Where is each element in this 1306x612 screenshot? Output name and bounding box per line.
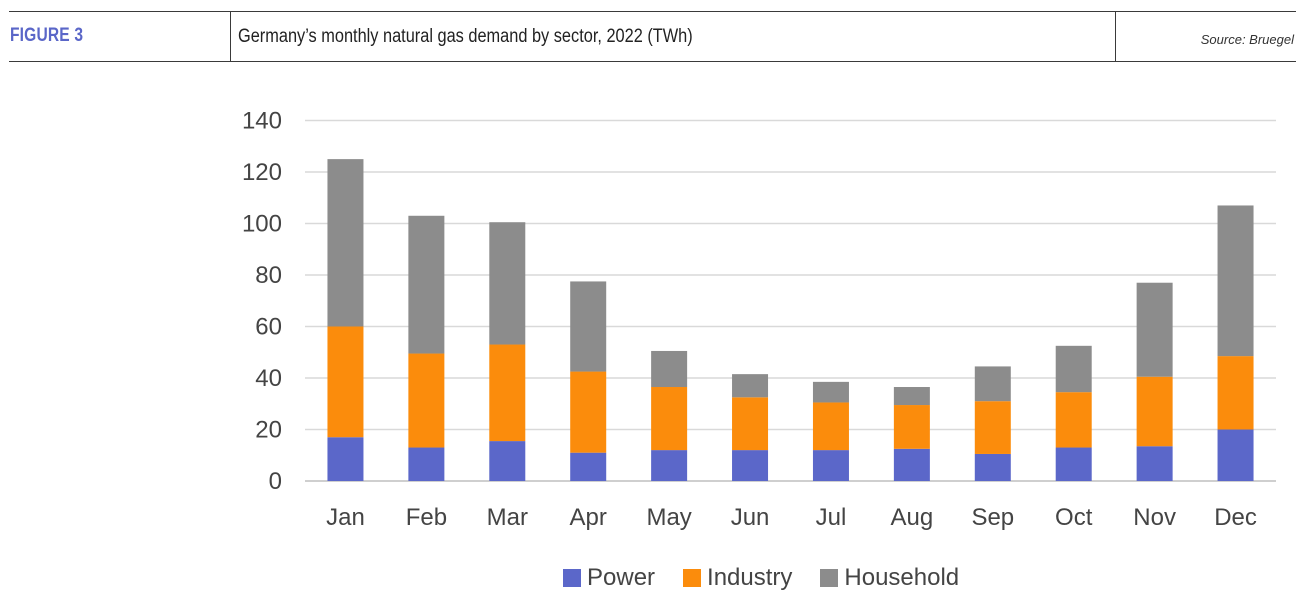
- bar-power: [1217, 429, 1254, 481]
- legend-item-power: Power: [563, 564, 655, 592]
- bar-industry: [1217, 356, 1254, 430]
- bar-household: [732, 374, 769, 398]
- figure-label: FIGURE 3: [10, 25, 84, 46]
- x-tick-label: Dec: [1214, 504, 1257, 531]
- legend-item-household: Household: [820, 564, 959, 592]
- bar-household: [1055, 345, 1092, 393]
- bar-household: [974, 366, 1011, 402]
- bar-power: [732, 450, 769, 481]
- bar-household: [489, 222, 526, 345]
- bar-power: [651, 450, 688, 481]
- bar-industry: [327, 326, 364, 438]
- header-bottom-rule: [9, 61, 1296, 62]
- legend-swatch-household: [820, 569, 839, 587]
- x-tick-label: Jan: [326, 504, 365, 531]
- y-tick-label: 40: [255, 365, 282, 392]
- bar-power: [408, 447, 445, 481]
- legend-label-industry: Industry: [707, 564, 793, 591]
- header-divider: [230, 11, 231, 61]
- bar-industry: [893, 405, 930, 449]
- y-tick-label: 0: [269, 468, 282, 495]
- bar-industry: [812, 402, 849, 451]
- legend-swatch-power: [563, 569, 581, 587]
- stacked-bar-chart: 0 20 40 60 80 100 120 140 Jan Feb Mar Apr May Jun Jul A…: [242, 108, 1276, 531]
- bar-household: [812, 381, 849, 403]
- x-tick-label: Oct: [1055, 504, 1093, 531]
- bar-power: [893, 448, 930, 481]
- x-tick-label: Jun: [731, 504, 770, 531]
- bar-household: [1136, 282, 1173, 377]
- bar-industry: [1055, 392, 1092, 448]
- bar-power: [974, 453, 1011, 481]
- y-tick-label: 120: [242, 159, 282, 186]
- bar-power: [1136, 446, 1173, 481]
- bar-power: [570, 452, 607, 481]
- y-tick-label: 140: [242, 108, 282, 135]
- bar-industry: [732, 397, 769, 451]
- source-note: Source: Bruegel: [1200, 32, 1294, 47]
- legend-label-household: Household: [844, 564, 960, 591]
- bar-power: [812, 450, 849, 481]
- bar-household: [570, 281, 607, 372]
- x-tick-label: Nov: [1133, 504, 1176, 531]
- x-tick-label: Feb: [406, 504, 447, 531]
- x-tick-label: Sep: [971, 504, 1014, 531]
- bar-household: [1217, 205, 1254, 357]
- bar-industry: [974, 401, 1011, 454]
- bar-industry: [570, 371, 607, 453]
- legend: Power Industry Household: [563, 564, 987, 592]
- x-tick-label: Jul: [816, 504, 847, 531]
- x-tick-label: Aug: [891, 504, 934, 531]
- legend-swatch-industry: [683, 569, 702, 587]
- y-tick-label: 80: [255, 262, 282, 289]
- chart-title: Germany’s monthly natural gas demand by …: [238, 26, 693, 47]
- bar-household: [327, 159, 364, 327]
- bar-industry: [651, 387, 688, 451]
- legend-item-industry: Industry: [683, 564, 792, 592]
- header-top-rule: [9, 11, 1296, 12]
- y-tick-label: 100: [242, 211, 282, 238]
- legend-label-power: Power: [587, 564, 656, 591]
- bar-power: [327, 437, 364, 481]
- bar-industry: [489, 344, 526, 442]
- bar-power: [489, 441, 526, 481]
- y-tick-label: 20: [255, 417, 282, 444]
- bar-industry: [408, 353, 445, 448]
- bar-household: [651, 350, 688, 388]
- y-tick-label: 60: [255, 314, 282, 341]
- bar-household: [408, 215, 445, 354]
- x-tick-label: May: [646, 504, 691, 531]
- bar-power: [1055, 447, 1092, 481]
- bar-industry: [1136, 376, 1173, 447]
- header-divider: [1115, 11, 1116, 61]
- x-tick-label: Mar: [487, 504, 528, 531]
- bar-household: [893, 387, 930, 406]
- x-tick-label: Apr: [570, 504, 607, 531]
